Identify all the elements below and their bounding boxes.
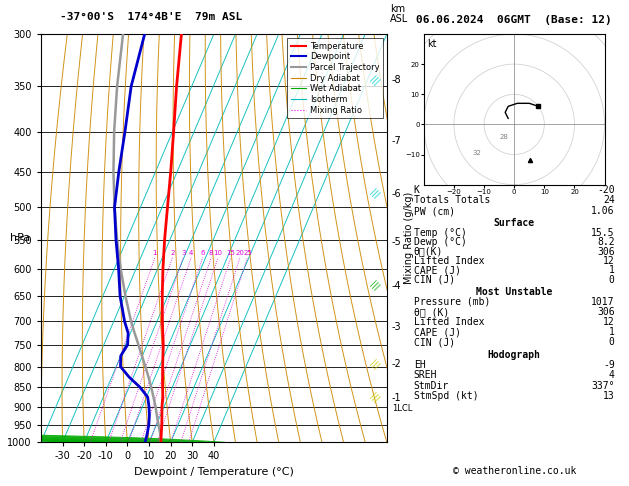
Text: |||: ||| [368, 188, 381, 200]
Text: 0: 0 [609, 275, 615, 285]
X-axis label: Dewpoint / Temperature (°C): Dewpoint / Temperature (°C) [134, 467, 294, 477]
Text: 1017: 1017 [591, 297, 615, 307]
Text: 306: 306 [597, 246, 615, 257]
Text: 15: 15 [226, 249, 235, 256]
Text: kt: kt [428, 38, 437, 49]
Text: 1: 1 [153, 249, 157, 256]
Text: hPa: hPa [10, 233, 30, 243]
Text: θᴇ(K): θᴇ(K) [414, 246, 443, 257]
Text: CIN (J): CIN (J) [414, 337, 455, 347]
Text: θᴇ (K): θᴇ (K) [414, 307, 449, 317]
Text: 20: 20 [236, 249, 245, 256]
Text: 8.2: 8.2 [597, 237, 615, 247]
Text: SREH: SREH [414, 370, 437, 381]
Text: -6: -6 [392, 189, 401, 199]
Text: © weatheronline.co.uk: © weatheronline.co.uk [452, 466, 576, 476]
Text: Mixing Ratio (g/kg): Mixing Ratio (g/kg) [404, 192, 414, 284]
Legend: Temperature, Dewpoint, Parcel Trajectory, Dry Adiabat, Wet Adiabat, Isotherm, Mi: Temperature, Dewpoint, Parcel Trajectory… [287, 38, 382, 118]
Text: Surface: Surface [494, 218, 535, 228]
Text: 24: 24 [603, 195, 615, 206]
Text: EH: EH [414, 360, 425, 370]
Text: 1: 1 [609, 327, 615, 337]
Text: -20: -20 [597, 185, 615, 195]
Text: -8: -8 [392, 75, 401, 86]
Text: Hodograph: Hodograph [487, 350, 541, 360]
Text: |||: ||| [368, 392, 381, 404]
Text: K: K [414, 185, 420, 195]
Text: Lifted Index: Lifted Index [414, 317, 484, 327]
Text: 15.5: 15.5 [591, 228, 615, 238]
Text: |||: ||| [368, 358, 381, 371]
Text: 12: 12 [603, 256, 615, 266]
Text: 25: 25 [243, 249, 252, 256]
Text: km
ASL: km ASL [390, 4, 408, 24]
Text: 337°: 337° [591, 381, 615, 391]
Text: 6: 6 [201, 249, 205, 256]
Text: |||: ||| [368, 74, 381, 87]
Text: CAPE (J): CAPE (J) [414, 265, 460, 275]
Text: -7: -7 [392, 136, 402, 146]
Text: CIN (J): CIN (J) [414, 275, 455, 285]
Text: 4: 4 [189, 249, 193, 256]
Text: PW (cm): PW (cm) [414, 206, 455, 216]
Text: Temp (°C): Temp (°C) [414, 228, 467, 238]
Text: Most Unstable: Most Unstable [476, 287, 552, 297]
Text: Totals Totals: Totals Totals [414, 195, 490, 206]
Text: 4: 4 [609, 370, 615, 381]
Text: -9: -9 [603, 360, 615, 370]
Text: |||: ||| [368, 279, 381, 292]
Text: CAPE (J): CAPE (J) [414, 327, 460, 337]
Text: -5: -5 [392, 237, 402, 247]
Text: -3: -3 [392, 322, 401, 332]
Text: StmSpd (kt): StmSpd (kt) [414, 391, 478, 401]
Text: 2: 2 [170, 249, 175, 256]
Text: 0: 0 [609, 337, 615, 347]
Text: -1: -1 [392, 393, 401, 403]
Text: 32: 32 [472, 150, 481, 156]
Text: StmDir: StmDir [414, 381, 449, 391]
Text: 1LCL: 1LCL [392, 404, 412, 413]
Text: 28: 28 [499, 135, 508, 140]
Text: -2: -2 [392, 360, 402, 369]
Text: 306: 306 [597, 307, 615, 317]
Text: -4: -4 [392, 280, 401, 291]
Text: -37°00'S  174°4B'E  79m ASL: -37°00'S 174°4B'E 79m ASL [60, 12, 242, 22]
Text: 10: 10 [213, 249, 223, 256]
Text: 1: 1 [609, 265, 615, 275]
Text: Pressure (mb): Pressure (mb) [414, 297, 490, 307]
Text: 12: 12 [603, 317, 615, 327]
Text: 13: 13 [603, 391, 615, 401]
Text: Dewp (°C): Dewp (°C) [414, 237, 467, 247]
Text: 8: 8 [209, 249, 213, 256]
Text: Lifted Index: Lifted Index [414, 256, 484, 266]
Text: 1.06: 1.06 [591, 206, 615, 216]
Text: 3: 3 [181, 249, 186, 256]
Text: 06.06.2024  06GMT  (Base: 12): 06.06.2024 06GMT (Base: 12) [416, 15, 612, 25]
